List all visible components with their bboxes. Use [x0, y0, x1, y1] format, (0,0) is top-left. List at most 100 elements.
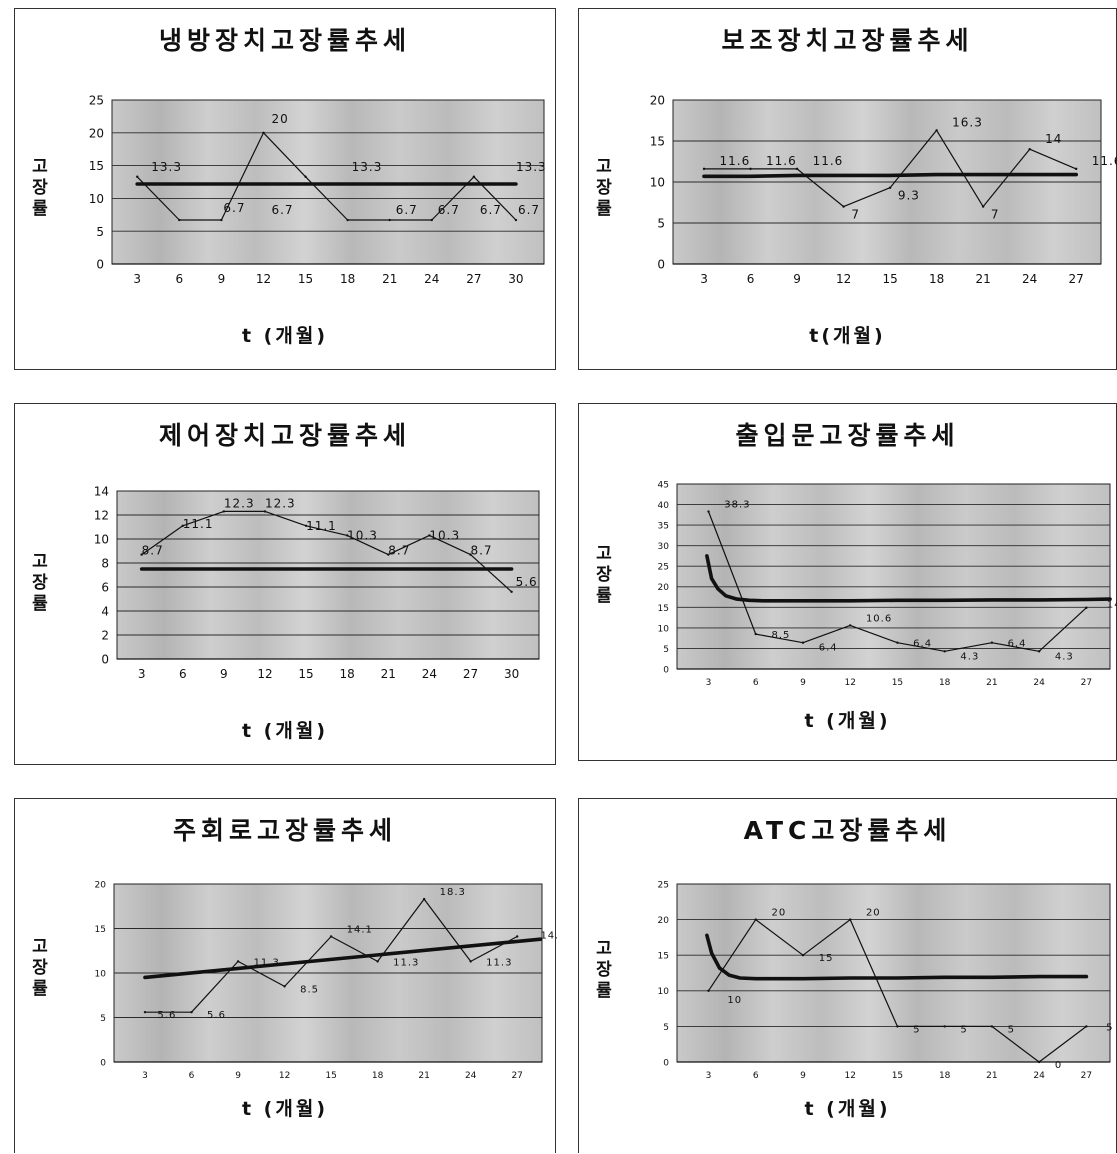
data-label: 38.3	[724, 500, 750, 511]
chart-svg-door: 0 5 10 15 20 25 30 35 40 45 3 6 9 12 15 18 21 24 27 38.3 8.5…	[658, 480, 1117, 688]
data-label: 11.3	[393, 957, 419, 968]
y-tick-label: 15	[658, 604, 669, 614]
x-tick-label: 12	[256, 272, 271, 286]
data-label: 12.3	[265, 496, 296, 510]
data-point	[430, 218, 433, 222]
x-tick-label: 3	[133, 272, 141, 286]
y-tick-label: 20	[95, 880, 107, 890]
data-point	[943, 650, 946, 653]
x-tick-label: 18	[340, 667, 355, 681]
x-tick-label: 3	[700, 272, 708, 286]
data-point	[943, 1025, 946, 1028]
y-tick-label: 6	[101, 581, 109, 595]
x-tick-label: 6	[179, 667, 187, 681]
data-label: 20	[271, 112, 288, 126]
y-tick-label: 0	[663, 1058, 669, 1068]
x-tick-label: 24	[1033, 678, 1045, 688]
data-label: 5.6	[516, 575, 538, 589]
y-tick-label: 15	[89, 159, 104, 173]
x-tick-label: 21	[418, 1071, 429, 1081]
y-axis-label: 고장률	[596, 939, 612, 1001]
data-label: 14.9	[1107, 600, 1117, 611]
data-label: 16.3	[952, 115, 983, 129]
chart-panel-cooling: 0 5 10 15 20 25 3 6 9 12 15 18 21 24 27 30 13.3 6.7 6.7 20 1…	[14, 8, 556, 370]
chart-panel-main-circuit: 0 5 10 15 20 3 6 9 12 15 18 21 24 27 5.6 5.6 11.3 8.5 14.1…	[14, 798, 557, 1153]
data-label: 6.7	[438, 203, 460, 217]
x-tick-label: 27	[466, 272, 481, 286]
y-tick-label: 35	[658, 522, 669, 532]
x-axis-label: t (개월)	[241, 325, 329, 347]
x-tick-label: 27	[1081, 1071, 1092, 1081]
data-label: 7	[851, 208, 860, 222]
data-point	[178, 218, 181, 222]
data-label: 14.1	[540, 931, 557, 942]
x-tick-label: 21	[381, 667, 396, 681]
x-tick-label: 9	[800, 678, 806, 688]
data-label: 11.1	[183, 517, 214, 531]
x-tick-label: 15	[298, 272, 313, 286]
data-point	[515, 935, 519, 938]
x-tick-label: 21	[986, 678, 997, 688]
data-label: 6.7	[223, 201, 245, 215]
y-tick-label: 10	[658, 624, 670, 634]
data-point	[346, 218, 349, 222]
y-tick-label: 10	[89, 192, 104, 206]
y-tick-label: 2	[101, 629, 109, 643]
y-tick-label: 25	[658, 880, 669, 890]
x-tick-label: 24	[1033, 1071, 1045, 1081]
y-tick-label: 5	[663, 645, 669, 655]
x-axis-label: t (개월)	[241, 720, 329, 742]
x-tick-label: 6	[176, 272, 184, 286]
chart-title: 보조장치고장률추세	[721, 26, 974, 55]
data-point	[990, 1025, 994, 1028]
y-axis-label: 고장률	[32, 937, 48, 999]
data-label: 13.3	[516, 160, 547, 174]
data-point	[1037, 650, 1041, 653]
data-label: 5.6	[207, 1010, 226, 1021]
x-tick-label: 18	[939, 678, 951, 688]
x-tick-label: 24	[465, 1071, 477, 1081]
data-point	[795, 167, 799, 171]
x-tick-label: 18	[939, 1071, 951, 1081]
data-label: 14.1	[347, 925, 373, 936]
data-point	[190, 1010, 193, 1014]
data-label: 6.7	[396, 203, 418, 217]
data-label: 14	[1045, 132, 1062, 146]
data-label: 5	[1008, 1024, 1015, 1035]
y-axis-label: 고장률	[596, 544, 612, 606]
x-tick-label: 21	[986, 1071, 997, 1081]
data-point	[896, 1025, 899, 1028]
data-label: 11.6	[813, 154, 844, 168]
x-axis-label: t (개월)	[241, 1098, 329, 1120]
x-tick-label: 15	[892, 1071, 903, 1081]
y-tick-label: 20	[658, 916, 670, 926]
data-point	[749, 167, 752, 171]
y-tick-label: 5	[657, 217, 665, 231]
x-tick-label: 27	[511, 1071, 522, 1081]
y-tick-label: 5	[100, 1014, 106, 1024]
chart-panel-door: 0 5 10 15 20 25 30 35 40 45 3 6 9 12 15 18 21 24 27 38.3 8.5…	[578, 403, 1117, 761]
data-label: 6.7	[271, 203, 293, 217]
y-tick-label: 10	[95, 969, 107, 979]
data-point	[842, 205, 845, 208]
data-point	[469, 960, 472, 963]
x-tick-label: 30	[504, 667, 519, 681]
data-label: 7	[991, 208, 1000, 222]
data-label: 20	[866, 908, 881, 919]
y-axis-label: 고장률	[32, 552, 48, 614]
x-tick-label: 15	[325, 1071, 336, 1081]
x-tick-label: 15	[882, 272, 897, 286]
y-tick-label: 25	[89, 94, 104, 108]
data-point	[801, 954, 805, 957]
data-label: 13.3	[352, 160, 383, 174]
data-point	[469, 553, 472, 556]
data-point	[376, 960, 379, 963]
data-point	[888, 186, 892, 189]
x-tick-label: 12	[279, 1071, 290, 1081]
data-label: 18.3	[440, 887, 466, 898]
data-point	[428, 534, 431, 537]
data-label: 10.3	[429, 528, 460, 542]
data-label: 10	[727, 995, 742, 1006]
data-point	[707, 989, 710, 992]
y-tick-label: 0	[657, 258, 665, 272]
